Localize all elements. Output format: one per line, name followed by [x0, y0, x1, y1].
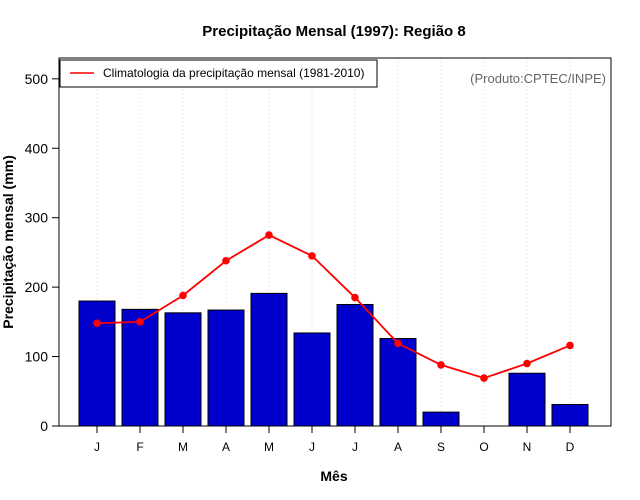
x-tick-label: S	[437, 440, 445, 454]
x-tick-label: A	[394, 440, 402, 454]
y-tick-label: 200	[25, 279, 49, 295]
y-tick-label: 400	[25, 140, 49, 156]
legend-box	[59, 59, 378, 88]
grid-lines	[96, 58, 571, 426]
x-axis-label: Mês	[320, 468, 347, 484]
y-axis: 0 100 200 300 400 500	[25, 71, 59, 434]
chart-title: Precipitação Mensal (1997): Região 8	[202, 23, 465, 40]
climatology-point	[437, 361, 445, 369]
climatology-point	[265, 231, 273, 239]
x-tick-label: A	[222, 440, 230, 454]
y-tick-label: 100	[25, 349, 49, 365]
x-tick-label: J	[309, 440, 315, 454]
bar	[551, 403, 589, 427]
bar	[336, 303, 374, 427]
x-tick-label: J	[94, 440, 100, 454]
x-tick-label: M	[264, 440, 274, 454]
bar	[422, 411, 460, 427]
x-tick-label: D	[566, 440, 575, 454]
climatology-point	[480, 374, 488, 382]
climatology-line-series	[93, 231, 574, 382]
climatology-point	[394, 339, 402, 348]
plot-frame	[58, 57, 612, 427]
y-tick-label: 0	[40, 418, 48, 434]
climatology-point	[523, 359, 531, 368]
climatology-point	[93, 319, 101, 328]
climatology-point	[179, 291, 187, 300]
climatology-line	[96, 234, 571, 380]
legend-label: Climatologia da precipitação mensal (198…	[103, 66, 364, 80]
x-tick-label: J	[352, 440, 358, 454]
y-tick-label: 500	[25, 71, 49, 87]
x-tick-label: M	[178, 440, 188, 454]
bar	[121, 308, 159, 427]
bar	[293, 332, 331, 427]
bar	[250, 292, 288, 427]
bar	[508, 372, 546, 427]
bar	[164, 312, 202, 427]
legend: Climatologia da precipitação mensal (198…	[59, 59, 378, 88]
x-tick-label: O	[479, 440, 488, 454]
x-tick-label: F	[136, 440, 143, 454]
bar	[379, 338, 417, 427]
bar	[207, 309, 245, 427]
x-tick-label: N	[523, 440, 532, 454]
climatology-point	[351, 293, 359, 302]
climatology-point	[136, 318, 144, 326]
climatology-point	[222, 256, 230, 265]
y-axis-label: Precipitação mensal (mm)	[0, 155, 16, 329]
climatology-point	[566, 341, 574, 350]
source-annotation: (Produto:CPTEC/INPE)	[470, 71, 606, 86]
climatology-point	[308, 252, 316, 260]
y-tick-label: 300	[25, 210, 49, 226]
